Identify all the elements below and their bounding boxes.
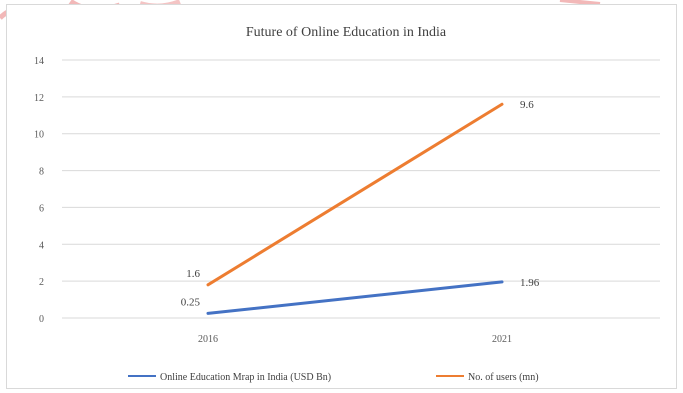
- y-axis-ticks: 0 2 4 6 8 10 12 14: [34, 56, 44, 325]
- x-axis-ticks: 2016 2021: [198, 334, 512, 345]
- data-label: 0.25: [181, 296, 201, 308]
- y-tick-label: 12: [34, 93, 44, 104]
- legend-label-1: No. of users (mn): [468, 372, 539, 383]
- series-line-0: [206, 280, 504, 315]
- legend-label-0: Online Education Mrap in India (USD Bn): [160, 372, 331, 383]
- legend: Online Education Mrap in India (USD Bn) N…: [128, 372, 539, 383]
- x-tick-label: 2021: [492, 334, 512, 345]
- data-label: 9.6: [520, 99, 534, 111]
- gridlines: [62, 59, 660, 319]
- chart-area: [6, 4, 677, 389]
- y-tick-label: 6: [39, 203, 44, 214]
- y-tick-label: 2: [39, 277, 44, 288]
- chart-title: Future of Online Education in India: [246, 25, 447, 40]
- data-labels: 0.25 1.96 1.6 9.6: [181, 99, 540, 308]
- y-tick-label: 0: [39, 314, 44, 325]
- data-label: 1.6: [186, 268, 200, 280]
- x-tick-label: 2016: [198, 334, 218, 345]
- data-label: 1.96: [520, 277, 540, 289]
- y-tick-label: 4: [39, 240, 44, 251]
- y-tick-label: 14: [34, 56, 44, 67]
- series-line-1: [206, 102, 504, 287]
- y-tick-label: 10: [34, 130, 44, 141]
- y-tick-label: 8: [39, 167, 44, 178]
- series-lines: [206, 102, 504, 315]
